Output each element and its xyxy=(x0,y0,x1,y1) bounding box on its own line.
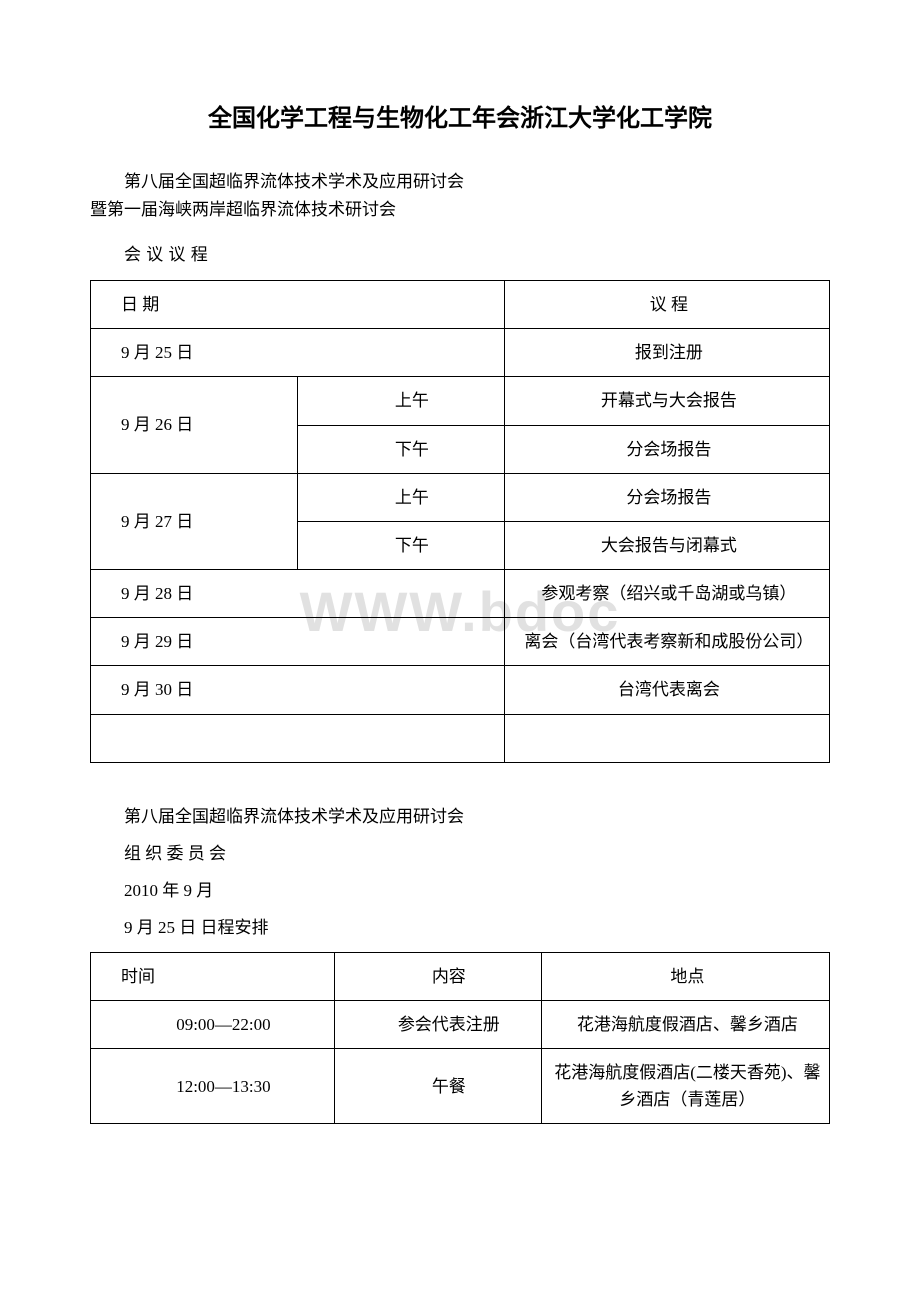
table-row xyxy=(91,714,830,762)
cell-agenda: 参观考察（绍兴或千岛湖或乌镇） xyxy=(504,570,829,618)
table-row: 09:00—22:00 参会代表注册 花港海航度假酒店、馨乡酒店 xyxy=(91,1000,830,1048)
committee-line-2: 组 织 委 员 会 xyxy=(90,840,830,867)
cell-date: 9 月 25 日 xyxy=(91,329,505,377)
table-row: 9 月 26 日 上午 开幕式与大会报告 xyxy=(91,377,830,425)
document-content: 全国化学工程与生物化工年会浙江大学化工学院 第八届全国超临界流体技术学术及应用研… xyxy=(90,100,830,1124)
cell-content: 参会代表注册 xyxy=(334,1000,541,1048)
cell-agenda: 大会报告与闭幕式 xyxy=(504,521,829,569)
table-row: 9 月 30 日 台湾代表离会 xyxy=(91,666,830,714)
page-title: 全国化学工程与生物化工年会浙江大学化工学院 xyxy=(90,100,830,138)
subtitle-line-1: 第八届全国超临界流体技术学术及应用研讨会 xyxy=(90,168,830,195)
table-row: 时间 内容 地点 xyxy=(91,952,830,1000)
cell-time: 12:00—13:30 xyxy=(91,1048,335,1123)
cell-agenda: 分会场报告 xyxy=(504,473,829,521)
cell-empty xyxy=(504,714,829,762)
schedule-heading: 9 月 25 日 日程安排 xyxy=(90,914,830,941)
table-row: 9 月 27 日 上午 分会场报告 xyxy=(91,473,830,521)
subtitle-line-2: 暨第一届海峡两岸超临界流体技术研讨会 xyxy=(90,196,830,223)
cell-agenda: 离会（台湾代表考察新和成股份公司） xyxy=(504,618,829,666)
agenda-heading: 会 议 议 程 xyxy=(90,241,830,268)
cell-location: 花港海航度假酒店、馨乡酒店 xyxy=(541,1000,829,1048)
header-time: 时间 xyxy=(91,952,335,1000)
table-row: 9 月 29 日 离会（台湾代表考察新和成股份公司） xyxy=(91,618,830,666)
cell-period: 下午 xyxy=(297,425,504,473)
cell-agenda: 台湾代表离会 xyxy=(504,666,829,714)
committee-line-1: 第八届全国超临界流体技术学术及应用研讨会 xyxy=(90,803,830,830)
cell-location: 花港海航度假酒店(二楼天香苑)、馨乡酒店（青莲居） xyxy=(541,1048,829,1123)
cell-agenda: 报到注册 xyxy=(504,329,829,377)
agenda-table: 日 期 议 程 9 月 25 日 报到注册 9 月 26 日 上午 开幕式与大会… xyxy=(90,280,830,763)
cell-agenda: 开幕式与大会报告 xyxy=(504,377,829,425)
cell-date: 9 月 27 日 xyxy=(91,473,298,569)
cell-content: 午餐 xyxy=(334,1048,541,1123)
table-row: 日 期 议 程 xyxy=(91,280,830,328)
cell-time: 09:00—22:00 xyxy=(91,1000,335,1048)
cell-date: 9 月 29 日 xyxy=(91,618,505,666)
header-content: 内容 xyxy=(334,952,541,1000)
cell-date: 9 月 26 日 xyxy=(91,377,298,473)
cell-date: 9 月 28 日 xyxy=(91,570,505,618)
cell-period: 上午 xyxy=(297,473,504,521)
header-location: 地点 xyxy=(541,952,829,1000)
table-row: 12:00—13:30 午餐 花港海航度假酒店(二楼天香苑)、馨乡酒店（青莲居） xyxy=(91,1048,830,1123)
cell-agenda: 分会场报告 xyxy=(504,425,829,473)
table-row: 9 月 28 日 参观考察（绍兴或千岛湖或乌镇） xyxy=(91,570,830,618)
table-row: 9 月 25 日 报到注册 xyxy=(91,329,830,377)
header-agenda: 议 程 xyxy=(504,280,829,328)
cell-period: 上午 xyxy=(297,377,504,425)
header-date: 日 期 xyxy=(91,280,505,328)
schedule-table: 时间 内容 地点 09:00—22:00 参会代表注册 花港海航度假酒店、馨乡酒… xyxy=(90,952,830,1125)
cell-date: 9 月 30 日 xyxy=(91,666,505,714)
cell-period: 下午 xyxy=(297,521,504,569)
committee-date: 2010 年 9 月 xyxy=(90,877,830,904)
cell-empty xyxy=(91,714,505,762)
